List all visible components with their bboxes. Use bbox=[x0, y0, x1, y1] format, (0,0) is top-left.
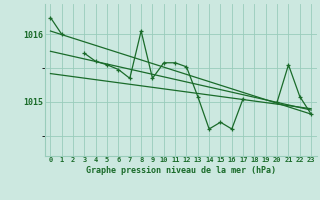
X-axis label: Graphe pression niveau de la mer (hPa): Graphe pression niveau de la mer (hPa) bbox=[86, 166, 276, 175]
